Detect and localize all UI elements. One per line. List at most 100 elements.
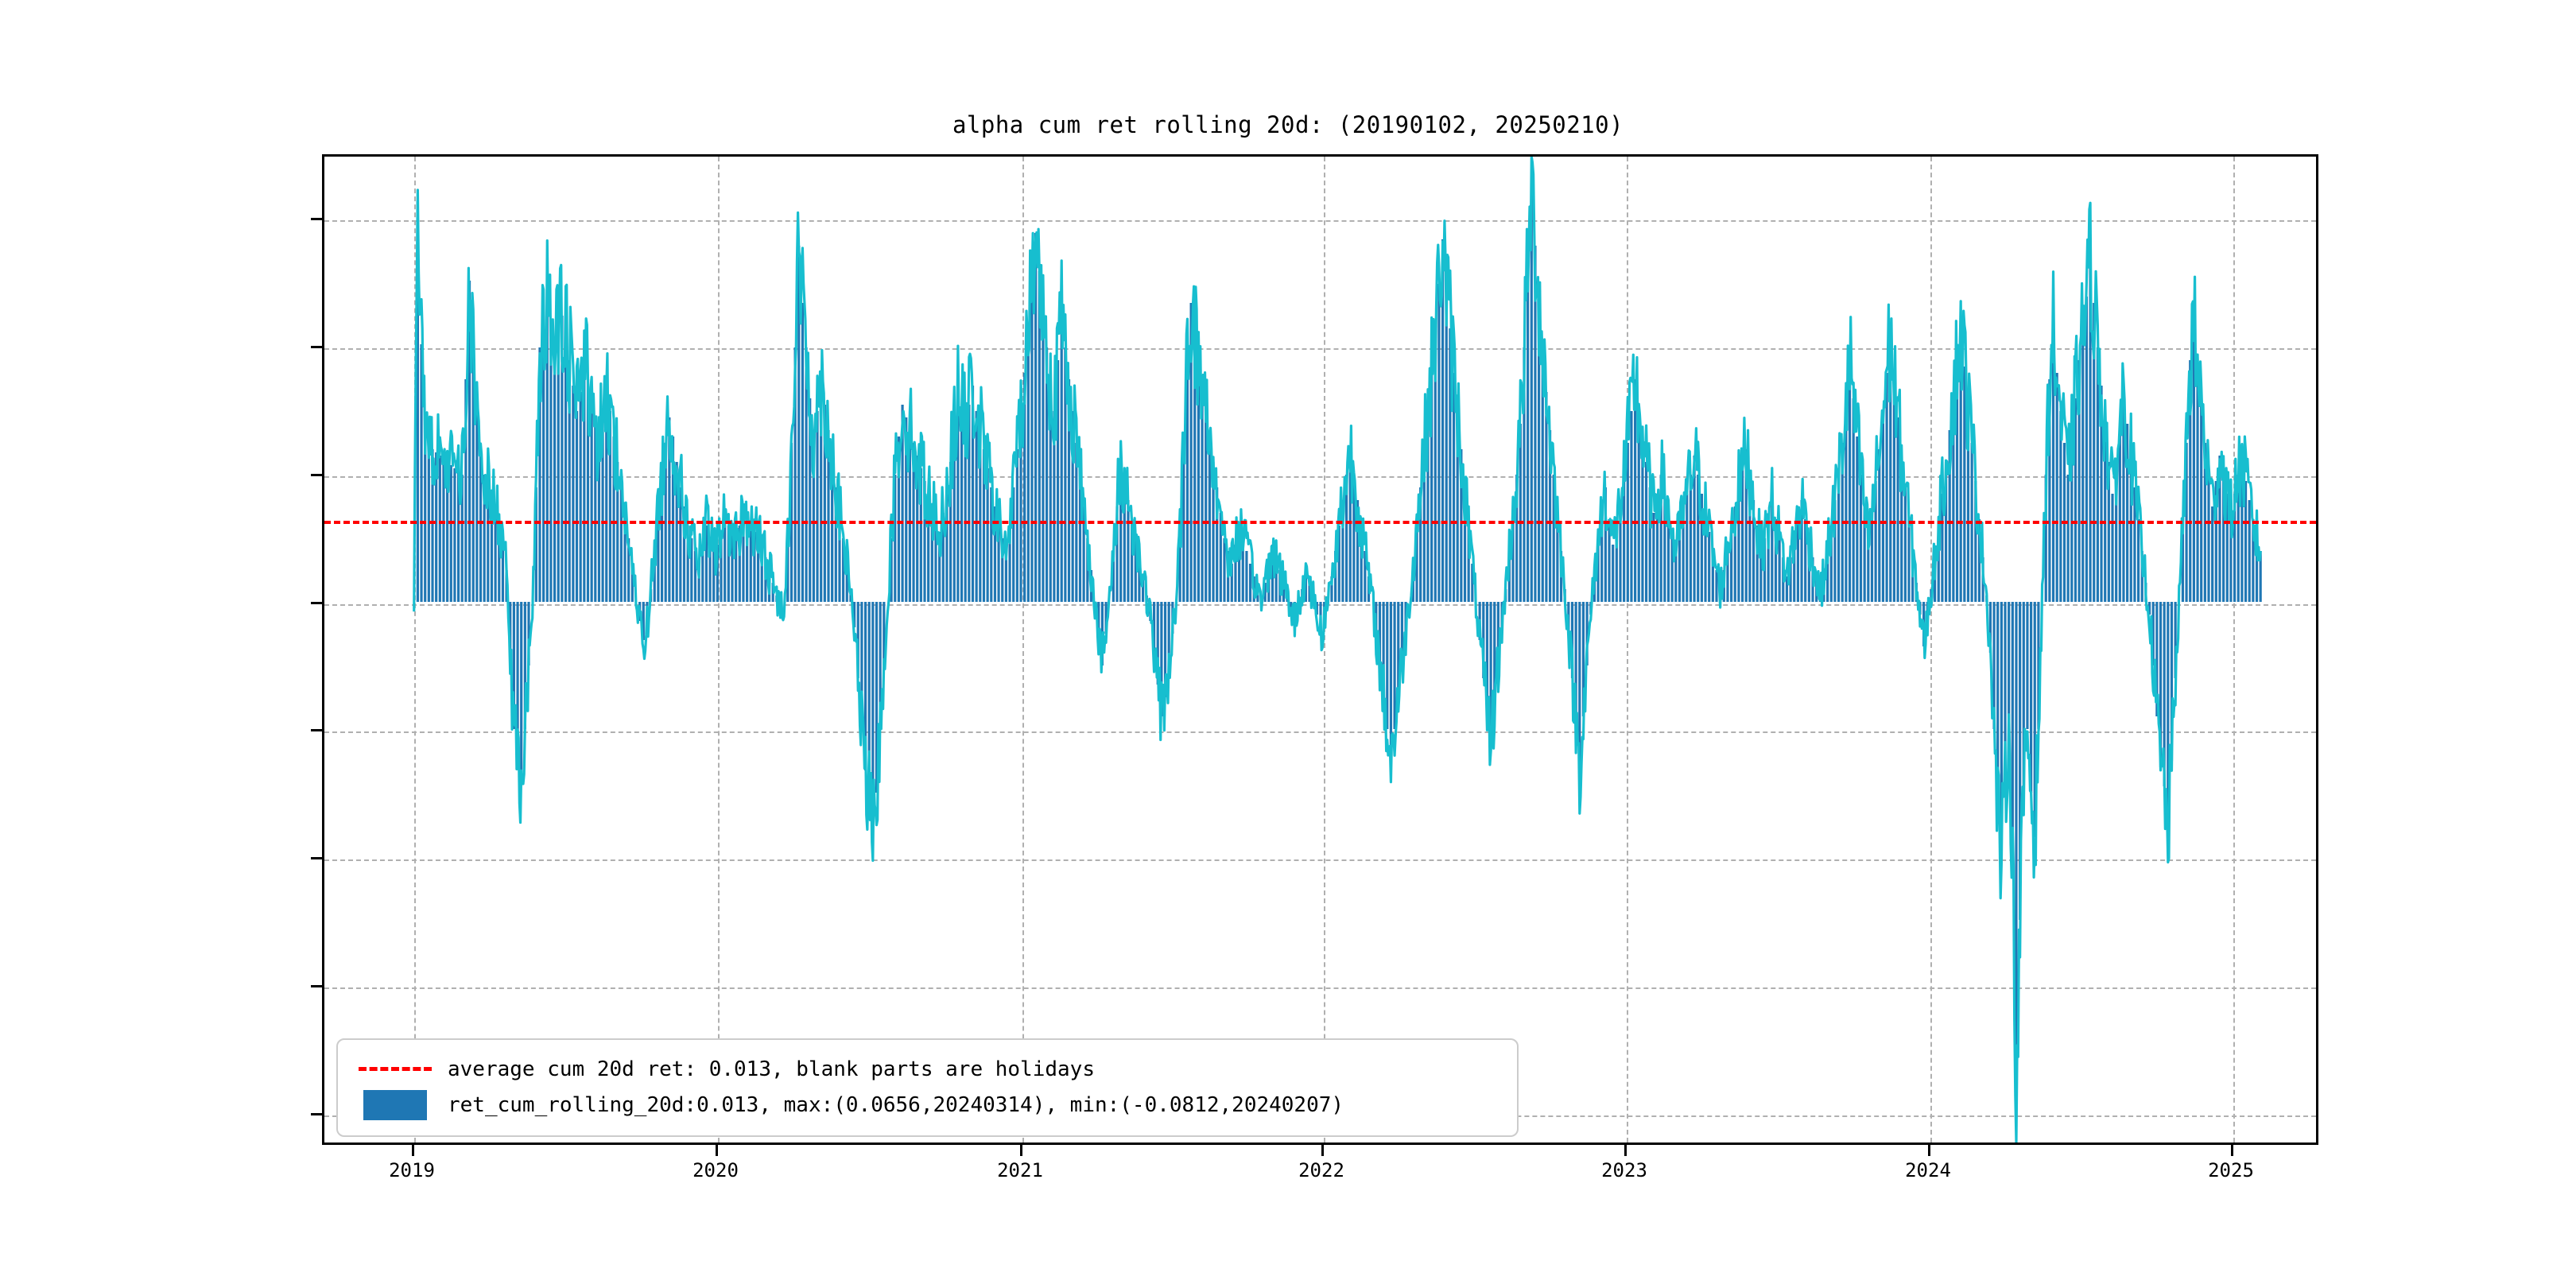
bar — [579, 391, 582, 603]
bar — [2074, 398, 2077, 603]
bar — [453, 468, 456, 603]
bar — [1330, 576, 1333, 602]
bar — [812, 436, 815, 603]
bar — [1833, 499, 1837, 603]
bar — [2048, 378, 2051, 602]
bar — [2233, 493, 2237, 603]
bar — [1415, 526, 1418, 603]
bar — [697, 564, 700, 603]
y-axis-tick-mark — [311, 1112, 322, 1115]
bar — [1378, 602, 1382, 666]
bar — [1245, 551, 1248, 603]
bar — [583, 354, 586, 603]
y-axis-tick-mark — [311, 601, 322, 604]
bar — [1082, 506, 1085, 603]
bar — [2229, 513, 2233, 603]
bar — [435, 452, 438, 603]
bar — [679, 487, 682, 603]
bar — [1659, 475, 1662, 603]
bar — [2066, 475, 2070, 603]
bar — [1185, 347, 1189, 603]
bar — [1201, 385, 1204, 603]
bar — [483, 475, 486, 603]
bar — [1666, 513, 1670, 603]
bar — [952, 429, 956, 603]
bar — [442, 459, 445, 603]
bar — [2155, 602, 2159, 717]
bar — [2147, 602, 2151, 615]
bar — [1208, 436, 1211, 603]
bar — [1430, 373, 1433, 603]
bar — [1456, 411, 1459, 603]
bar — [1952, 398, 1955, 603]
bar — [894, 475, 897, 603]
bar — [827, 429, 830, 603]
bar — [2085, 296, 2089, 603]
bar — [2163, 602, 2166, 786]
bar — [660, 475, 664, 603]
bar — [1744, 448, 1748, 603]
bar — [1759, 551, 1763, 603]
bar — [590, 405, 593, 603]
bar — [742, 513, 745, 603]
bar — [1001, 537, 1004, 603]
bar — [968, 405, 971, 603]
y-axis-tick-mark — [311, 346, 322, 349]
bar — [2093, 302, 2096, 603]
bar — [1030, 283, 1034, 603]
bar — [2122, 391, 2125, 603]
bar — [1449, 328, 1452, 603]
x-axis-tick-mark — [1020, 1145, 1022, 1156]
bar — [1441, 239, 1445, 603]
bar — [1548, 429, 1552, 603]
bar — [820, 378, 823, 602]
y-axis-tick-mark — [311, 985, 322, 988]
bar — [2104, 424, 2107, 603]
bar — [1800, 499, 1803, 603]
bar — [619, 487, 623, 603]
bar — [793, 347, 797, 603]
bar — [475, 411, 479, 603]
bar — [1256, 588, 1259, 603]
bar — [1067, 378, 1071, 602]
bar — [1119, 462, 1123, 603]
bar — [1552, 475, 1555, 603]
bar — [1867, 537, 1870, 603]
bar — [1004, 551, 1007, 603]
bar — [982, 448, 986, 603]
bar — [512, 602, 515, 729]
gridline-horizontal — [324, 348, 2316, 351]
bar — [623, 513, 627, 603]
bar — [938, 531, 941, 603]
legend-label-series: ret_cum_rolling_20d:0.013, max:(0.0656,2… — [448, 1092, 1344, 1117]
bar — [1056, 360, 1060, 603]
bar — [1785, 576, 1789, 602]
bar — [1726, 544, 1729, 603]
bar — [908, 429, 911, 603]
bar — [1682, 513, 1685, 603]
bar — [630, 570, 634, 603]
bar — [916, 456, 919, 603]
bar — [1596, 537, 1600, 603]
bar — [2136, 519, 2140, 603]
bar — [1545, 391, 1548, 603]
bar — [1574, 602, 1577, 724]
bar — [2059, 411, 2062, 603]
bar — [1042, 309, 1045, 603]
bar — [867, 602, 871, 806]
bar — [1078, 475, 1082, 603]
bar — [2167, 602, 2170, 834]
bar — [997, 526, 1000, 603]
gridline-vertical — [1930, 157, 1932, 1143]
bar — [1700, 493, 1703, 603]
bar — [2159, 602, 2163, 768]
bar — [2026, 602, 2029, 729]
bar — [1060, 316, 1063, 603]
bar — [2004, 602, 2007, 793]
bar — [716, 544, 719, 603]
bar — [753, 531, 756, 603]
bar — [1604, 487, 1607, 603]
bar — [2252, 519, 2255, 603]
bar — [786, 537, 789, 603]
bar — [1337, 526, 1340, 603]
